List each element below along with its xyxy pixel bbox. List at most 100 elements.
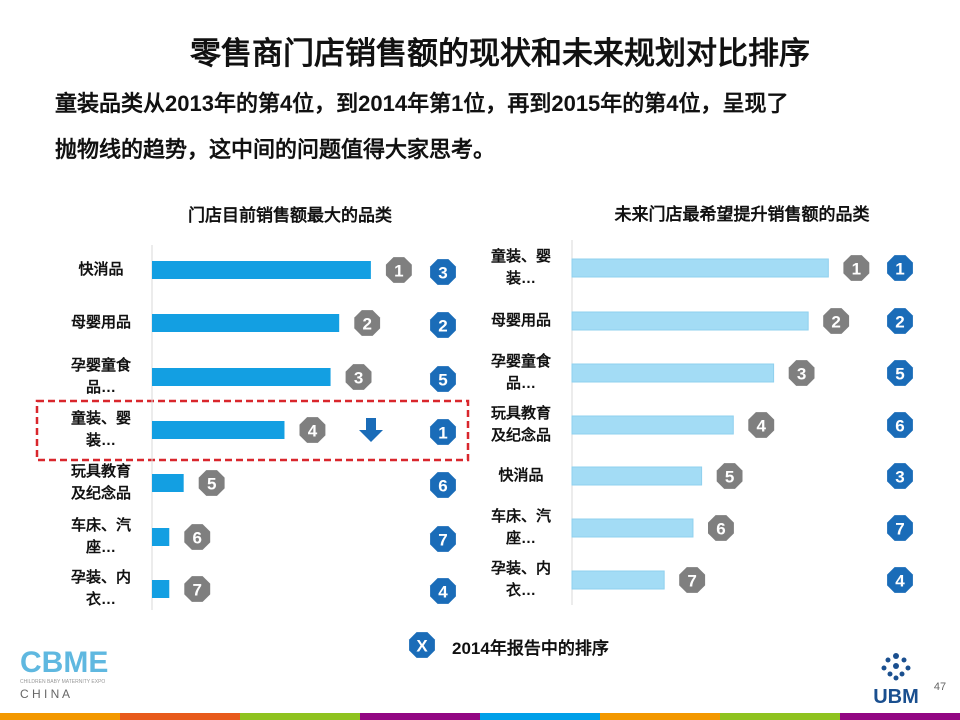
report-rank-label: 4 <box>895 572 905 591</box>
page-number: 47 <box>934 681 946 693</box>
report-rank-label-shape <box>430 526 456 552</box>
category-label: 母婴用品 <box>490 312 551 329</box>
report-rank-label-shape <box>887 412 913 438</box>
rank-label: 1 <box>852 260 861 279</box>
rank-label-shape <box>299 417 326 443</box>
report-rank-label: 4 <box>438 583 448 602</box>
rank-label: 4 <box>757 417 767 436</box>
logo-name: CBME <box>20 646 108 679</box>
bar <box>152 314 340 332</box>
report-rank-label-shape <box>430 419 456 445</box>
rank-label-shape <box>788 360 815 386</box>
rank-label-shape <box>716 463 743 489</box>
rank-label: 4 <box>308 422 318 441</box>
rank-label: 2 <box>831 313 840 332</box>
rank-label-shape <box>385 257 412 283</box>
report-rank-label-shape <box>887 463 913 489</box>
rank-label: 7 <box>193 581 202 600</box>
report-rank-label-shape <box>430 472 456 498</box>
bar <box>571 570 665 590</box>
chart-title: 门店目前销售额最大的品类 <box>188 206 392 225</box>
report-rank-label-shape <box>430 259 456 285</box>
rank-label-shape <box>184 576 211 602</box>
bar <box>571 258 829 278</box>
bar <box>152 368 331 386</box>
category-label: 孕装、内衣… <box>70 569 131 608</box>
rank-label: 2 <box>362 315 371 334</box>
report-rank-label: 7 <box>438 531 447 550</box>
report-rank-label-shape <box>887 308 913 334</box>
stripe <box>240 713 360 720</box>
category-label: 车床、汽座… <box>70 517 131 556</box>
report-rank-label: 7 <box>895 520 904 539</box>
stripe <box>120 713 240 720</box>
category-label: 孕婴童食品… <box>490 353 551 392</box>
report-rank-label-shape <box>887 360 913 386</box>
legend-text: 2014年报告中的排序 <box>452 639 609 658</box>
legend-marker-shape <box>409 632 435 658</box>
report-rank-label-shape <box>430 578 456 604</box>
rank-label: 5 <box>207 475 216 494</box>
report-rank-label: 1 <box>895 260 904 279</box>
rank-label-shape <box>184 524 211 550</box>
bar <box>571 363 775 383</box>
category-label: 快消品 <box>78 261 124 278</box>
subtitle-line: 抛物线的趋势，这中间的问题值得大家思考。 <box>55 137 496 162</box>
bar <box>152 528 170 546</box>
report-rank-label: 2 <box>438 317 447 336</box>
bar <box>571 415 734 435</box>
rank-label-shape <box>679 567 706 593</box>
down-arrow <box>359 418 383 442</box>
logo-tagline: CHILDREN BABY MATERNITY EXPO <box>20 679 105 685</box>
legend-marker: X <box>416 637 428 656</box>
category-label: 玩具教育及纪念品 <box>490 405 551 444</box>
category-label: 童装、婴装… <box>490 248 551 287</box>
bar <box>571 518 694 538</box>
report-rank-label: 5 <box>895 365 904 384</box>
category-label: 孕装、内衣… <box>490 560 551 599</box>
bar <box>571 466 703 486</box>
stripe <box>600 713 720 720</box>
rank-label: 3 <box>354 369 363 388</box>
ubm-mark <box>881 653 911 681</box>
brand: UBM <box>873 686 919 708</box>
title: 零售商门店销售额的现状和未来规划对比排序 <box>190 36 810 71</box>
report-rank-label-shape <box>430 366 456 392</box>
rank-label: 5 <box>725 468 734 487</box>
rank-label: 6 <box>193 529 202 548</box>
rank-label-shape <box>354 310 381 336</box>
report-rank-label-shape <box>887 255 913 281</box>
report-rank-label: 2 <box>895 313 904 332</box>
report-rank-label: 6 <box>895 417 904 436</box>
stripe <box>480 713 600 720</box>
stripe <box>360 713 480 720</box>
bar <box>571 311 809 331</box>
rank-label-shape <box>843 255 870 281</box>
rank-label-shape <box>748 412 775 438</box>
rank-label: 6 <box>716 520 725 539</box>
category-label: 快消品 <box>498 467 544 484</box>
report-rank-label-shape <box>887 567 913 593</box>
rank-label-shape <box>198 470 225 496</box>
rank-label-shape <box>823 308 850 334</box>
highlight-box <box>35 399 470 462</box>
report-rank-label-shape <box>430 312 456 338</box>
rank-label: 1 <box>394 262 403 281</box>
category-label: 孕婴童食品… <box>70 357 131 396</box>
rank-label-shape <box>708 515 734 541</box>
rank-label: 3 <box>797 365 806 384</box>
stripe <box>0 713 120 720</box>
report-rank-label-shape <box>887 515 913 541</box>
bar <box>152 580 170 598</box>
report-rank-label: 1 <box>438 424 447 443</box>
chart-title: 未来门店最希望提升销售额的品类 <box>614 205 870 224</box>
stripe <box>720 713 840 720</box>
stripe <box>840 713 960 720</box>
report-rank-label: 6 <box>438 477 447 496</box>
bar <box>152 474 184 492</box>
rank-label-shape <box>345 364 372 390</box>
report-rank-label: 3 <box>438 264 447 283</box>
category-label: 童装、婴装… <box>70 410 131 449</box>
